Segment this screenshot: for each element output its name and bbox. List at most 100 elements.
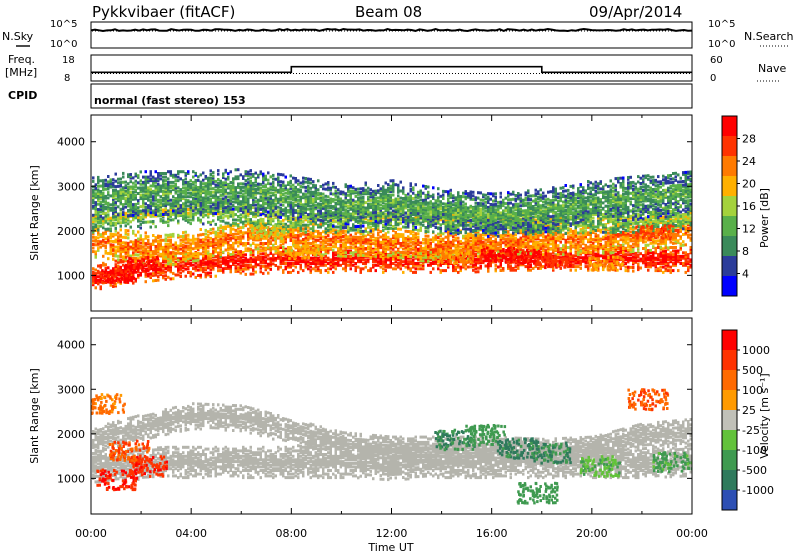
power-cell	[254, 270, 257, 274]
power-cell	[674, 256, 677, 260]
power-cell	[292, 256, 295, 260]
power-cell	[267, 240, 270, 244]
power-cell	[164, 277, 167, 281]
power-cell	[449, 233, 452, 237]
power-cell	[507, 263, 510, 267]
power-cell	[669, 240, 672, 244]
power-cell	[372, 238, 375, 242]
power-cell	[637, 268, 640, 272]
power-cell	[234, 232, 237, 236]
power-cell	[627, 237, 630, 241]
power-cell	[389, 246, 392, 250]
power-cell	[582, 242, 585, 246]
power-cell	[409, 231, 412, 235]
power-cell	[487, 238, 490, 242]
power-cell	[482, 255, 485, 259]
power-cell	[439, 239, 442, 243]
power-cell	[327, 258, 330, 262]
power-cell	[359, 237, 362, 241]
power-cell	[614, 235, 617, 238]
power-cell	[489, 264, 492, 268]
power-cell	[344, 236, 347, 240]
power-cell	[234, 213, 237, 217]
power-cell	[237, 262, 240, 266]
power-cell	[504, 228, 507, 232]
power-cell	[389, 253, 392, 257]
power-cell	[679, 242, 682, 246]
power-cell	[437, 248, 440, 252]
power-cell	[272, 247, 275, 251]
power-cell	[107, 251, 110, 255]
power-cell	[652, 239, 655, 243]
power-cell	[192, 259, 195, 263]
power-cell	[372, 242, 375, 246]
power-cell	[447, 244, 450, 248]
power-cell	[632, 228, 635, 232]
power-cell	[549, 235, 552, 239]
power-cell	[207, 244, 210, 248]
power-cell	[124, 259, 127, 263]
power-cell	[549, 233, 552, 237]
power-cell	[477, 242, 480, 246]
power-cell	[494, 269, 497, 273]
power-cell	[192, 256, 195, 260]
power-cell	[624, 249, 627, 253]
power-cell	[574, 233, 577, 237]
power-cell	[229, 233, 232, 237]
power-cell	[104, 263, 107, 267]
power-cell	[242, 234, 245, 238]
power-cell	[437, 245, 440, 248]
power-cell	[242, 243, 245, 247]
power-cell	[262, 247, 265, 251]
power-cell	[612, 235, 615, 239]
power-cell	[132, 270, 135, 274]
power-cell	[584, 256, 587, 260]
power-cell	[267, 218, 270, 222]
power-cell	[409, 247, 412, 251]
power-cell	[179, 242, 182, 246]
power-cell	[364, 227, 367, 231]
power-cell	[369, 253, 372, 257]
power-cell	[432, 248, 435, 252]
power-cell	[152, 251, 155, 255]
power-cell	[264, 242, 267, 245]
power-cell	[227, 237, 230, 241]
power-cell	[447, 242, 450, 246]
power-cell	[339, 247, 342, 251]
power-cell	[254, 245, 257, 249]
power-cell	[187, 260, 190, 264]
power-cell	[662, 258, 665, 262]
power-cell	[397, 250, 400, 254]
power-cell	[439, 262, 442, 265]
power-cell	[184, 264, 187, 267]
power-cell	[677, 233, 680, 237]
power-cell	[329, 230, 332, 234]
power-cell	[109, 234, 112, 238]
power-cell	[437, 246, 440, 250]
power-cell	[684, 230, 687, 234]
power-cell	[522, 241, 525, 245]
power-cell	[624, 258, 627, 262]
power-cell	[129, 267, 132, 271]
power-cell	[207, 273, 210, 277]
power-cell	[329, 228, 332, 232]
power-cell	[219, 212, 222, 216]
power-cell	[457, 247, 460, 251]
power-cell	[469, 265, 472, 269]
power-cell	[467, 239, 470, 243]
power-cell	[362, 245, 365, 249]
power-cell	[492, 247, 495, 251]
power-cell	[282, 251, 285, 255]
power-cell	[689, 258, 692, 262]
power-cell	[529, 246, 532, 250]
power-cell	[219, 245, 222, 249]
power-cell	[254, 220, 257, 224]
power-cell	[214, 248, 217, 252]
power-cell	[479, 261, 482, 265]
power-cell	[342, 249, 345, 253]
power-cell	[189, 244, 192, 247]
power-cell	[442, 247, 445, 251]
power-cell	[504, 242, 507, 246]
power-cell	[97, 264, 100, 268]
power-cell	[282, 240, 285, 244]
